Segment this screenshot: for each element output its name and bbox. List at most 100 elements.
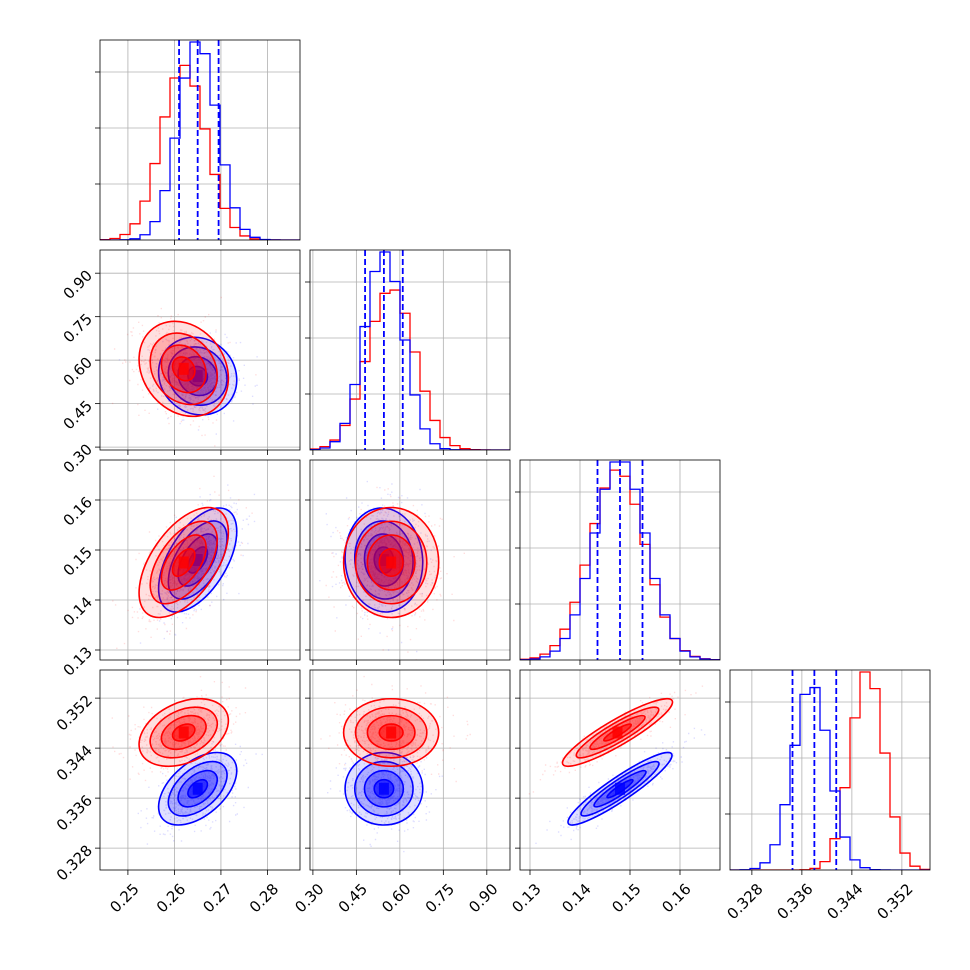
x-tick-label: 0.90 xyxy=(465,880,501,916)
panel-frame xyxy=(99,669,301,871)
contour-line-0 xyxy=(580,760,660,817)
y-tick-label: 0.336 xyxy=(53,791,96,834)
contour-line-1 xyxy=(342,506,440,619)
x-tick-label: 0.15 xyxy=(608,880,644,916)
panel-content xyxy=(310,670,510,870)
contour-line-0 xyxy=(353,760,414,817)
contour-line-1 xyxy=(354,706,428,759)
panel-frame xyxy=(309,669,511,871)
panel-content xyxy=(100,670,300,870)
contour-line-1 xyxy=(378,547,404,578)
contour-line-1 xyxy=(160,534,207,591)
y-tick-label: 0.60 xyxy=(60,353,96,389)
density-peak-1 xyxy=(178,556,189,569)
contour-line-1 xyxy=(138,506,230,619)
contour-line-0 xyxy=(177,769,219,808)
panel-2-1 xyxy=(305,459,511,665)
panel-content xyxy=(100,460,300,660)
x-tick-label: 0.26 xyxy=(153,880,189,916)
contour-line-1 xyxy=(575,706,660,759)
density-peak-1 xyxy=(386,556,397,569)
y-tick-label: 0.328 xyxy=(53,841,96,884)
y-tick-label: 0.16 xyxy=(60,493,96,529)
x-tick-label: 0.30 xyxy=(291,880,327,916)
density-peak-0 xyxy=(192,782,203,795)
panel-content xyxy=(100,40,300,240)
x-tick-label: 0.336 xyxy=(774,880,817,923)
panel-content xyxy=(310,460,510,660)
density-peak-1 xyxy=(612,726,623,739)
panel-content xyxy=(100,250,300,450)
panel-0-0 xyxy=(95,39,301,245)
panel-2-2 xyxy=(515,459,721,665)
y-tick-label: 0.45 xyxy=(60,397,96,433)
y-tick-label: 0.90 xyxy=(60,266,96,302)
density-peak-0 xyxy=(378,782,389,795)
density-peak-0 xyxy=(615,782,625,795)
contour-line-1 xyxy=(366,714,416,751)
x-tick-label: 0.13 xyxy=(508,880,544,916)
contour-line-1 xyxy=(160,714,207,751)
panel-frame xyxy=(99,249,301,451)
y-tick-label: 0.15 xyxy=(60,543,96,579)
x-tick-label: 0.328 xyxy=(724,880,767,923)
x-tick-label: 0.16 xyxy=(658,880,694,916)
contour-line-0 xyxy=(167,760,228,817)
panel-frame xyxy=(309,459,511,661)
contour-line-1 xyxy=(138,697,230,768)
x-tick-label: 0.352 xyxy=(874,880,917,923)
density-peak-1 xyxy=(178,362,189,375)
panel-1-0 xyxy=(95,249,301,455)
contour-line-1 xyxy=(171,356,196,382)
x-tick-label: 0.28 xyxy=(246,880,282,916)
panel-frame xyxy=(519,669,721,871)
panel-3-0 xyxy=(95,669,301,875)
contour-line-0 xyxy=(567,751,673,826)
contour-line-0 xyxy=(344,751,424,826)
scatter-1 xyxy=(528,685,704,795)
histogram-0 xyxy=(100,41,300,240)
y-tick-label: 0.14 xyxy=(60,593,96,629)
scatter-1 xyxy=(111,676,247,794)
panel-content xyxy=(520,460,720,660)
panel-3-1 xyxy=(305,669,511,875)
histogram-1 xyxy=(100,64,300,240)
panel-frame xyxy=(729,669,931,871)
contour-line-0 xyxy=(344,507,424,613)
y-tick-label: 0.344 xyxy=(53,741,96,784)
x-tick-label: 0.75 xyxy=(422,880,458,916)
contour-line-1 xyxy=(149,706,219,759)
density-peak-0 xyxy=(192,554,203,566)
contour-line-0 xyxy=(373,778,395,799)
contour-line-1 xyxy=(366,534,416,591)
scatter-0 xyxy=(535,727,706,844)
panel-frame xyxy=(99,39,301,241)
contour-line-1 xyxy=(354,520,428,605)
panel-1-1 xyxy=(305,249,511,455)
contour-line-1 xyxy=(342,697,440,768)
x-tick-label: 0.25 xyxy=(106,880,142,916)
contour-line-0 xyxy=(157,751,238,826)
contour-line-1 xyxy=(138,320,230,418)
contour-line-1 xyxy=(160,344,207,394)
x-tick-label: 0.27 xyxy=(199,880,235,916)
y-tick-label: 0.352 xyxy=(53,691,96,734)
contour-line-1 xyxy=(149,332,219,406)
density-peak-0 xyxy=(192,370,203,383)
y-tick-label: 0.13 xyxy=(60,643,96,679)
panel-2-0 xyxy=(95,459,301,665)
contour-line-1 xyxy=(561,697,674,768)
contour-line-0 xyxy=(167,346,228,407)
contour-line-1 xyxy=(171,547,196,578)
panel-3-2 xyxy=(515,669,721,875)
contour-line-1 xyxy=(149,520,219,605)
panel-frame xyxy=(519,459,721,661)
panel-3-3 xyxy=(725,669,931,875)
x-tick-label: 0.60 xyxy=(378,880,414,916)
density-peak-1 xyxy=(386,726,397,739)
y-tick-label: 0.75 xyxy=(60,310,96,346)
panel-frame xyxy=(99,459,301,661)
contour-line-0 xyxy=(157,507,238,613)
x-tick-label: 0.344 xyxy=(824,880,867,923)
